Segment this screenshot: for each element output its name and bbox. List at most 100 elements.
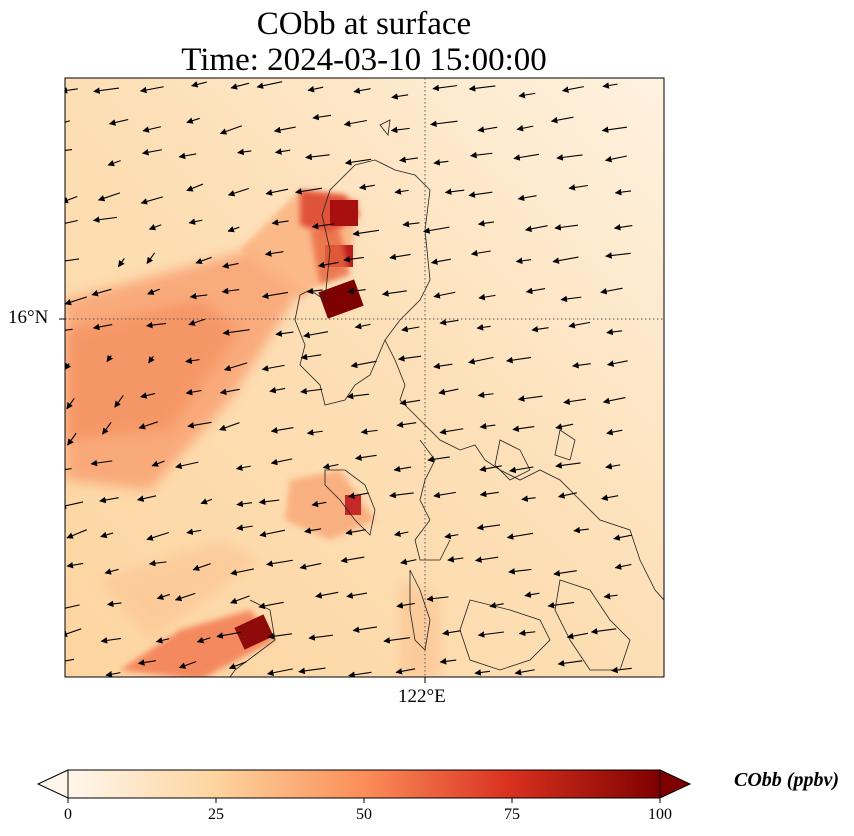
- wind-arrow: [93, 87, 120, 94]
- wind-arrow: [350, 360, 377, 369]
- wind-arrow: [346, 392, 369, 400]
- wind-arrow: [354, 454, 377, 461]
- wind-arrow: [107, 160, 121, 167]
- wind-arrow: [474, 669, 491, 676]
- wind-arrow: [306, 287, 323, 295]
- wind-arrow: [427, 456, 450, 463]
- wind-arrow: [138, 421, 158, 430]
- wind-arrow: [601, 126, 627, 133]
- wind-arrow: [389, 253, 411, 261]
- wind-arrow: [104, 568, 119, 575]
- wind-arrow: [188, 218, 203, 225]
- wind-arrow: [256, 81, 283, 89]
- wind-arrow: [381, 290, 407, 297]
- wind-arrow: [189, 292, 208, 300]
- wind-arrow: [352, 229, 380, 237]
- wind-arrow: [474, 556, 499, 563]
- wind-arrow: [67, 432, 77, 446]
- wind-arrow: [304, 527, 322, 534]
- wind-arrow: [185, 357, 200, 364]
- wind-arrow: [308, 634, 333, 641]
- wind-arrow: [353, 87, 371, 94]
- wind-arrow: [148, 224, 162, 231]
- wind-arrow: [613, 224, 633, 231]
- wind-arrow: [66, 561, 84, 569]
- wind-arrow: [506, 532, 534, 540]
- wind-arrow: [426, 595, 449, 602]
- wind-arrow: [343, 119, 367, 127]
- wind-arrow: [479, 422, 496, 430]
- wind-arrow: [65, 296, 88, 306]
- wind-arrow: [477, 391, 494, 399]
- wind-arrow: [221, 287, 240, 295]
- wind-arrow: [601, 494, 619, 501]
- wind-arrow: [299, 562, 322, 570]
- wind-arrow: [430, 120, 458, 128]
- wind-vectors: [65, 81, 633, 677]
- wind-arrow: [235, 464, 251, 471]
- wind-arrow: [568, 321, 591, 329]
- wind-arrow: [399, 399, 421, 406]
- wind-arrow: [479, 490, 499, 498]
- wind-arrow: [606, 360, 628, 367]
- wind-arrow: [360, 428, 378, 435]
- wind-arrow: [139, 86, 164, 94]
- wind-arrow: [261, 291, 289, 299]
- wind-arrow: [102, 422, 112, 435]
- wind-arrow: [556, 154, 583, 161]
- wind-arrow: [393, 465, 412, 473]
- wind-arrow: [509, 466, 534, 474]
- wind-arrow: [237, 148, 252, 156]
- wind-arrow: [606, 428, 623, 436]
- wind-arrow: [518, 629, 536, 637]
- wind-arrow: [521, 495, 536, 502]
- wind-arrow: [65, 468, 72, 471]
- wind-arrow: [65, 604, 80, 609]
- wind-arrow: [186, 528, 202, 536]
- wind-arrow: [345, 528, 366, 536]
- wind-arrow: [396, 602, 415, 609]
- wind-arrow: [147, 288, 160, 295]
- wind-arrow: [303, 331, 329, 339]
- wind-arrow: [258, 601, 284, 610]
- wind-arrow: [230, 568, 254, 576]
- wind-arrow: [354, 322, 371, 330]
- wind-arrow: [468, 85, 496, 92]
- wind-arrow: [114, 395, 124, 408]
- map-frame: [64, 77, 665, 678]
- colorbar-bar: [68, 770, 660, 798]
- wind-arrow: [322, 463, 339, 470]
- wind-arrow: [106, 354, 114, 363]
- wind-arrow: [513, 153, 540, 161]
- colorbar-tick-label: 0: [64, 806, 72, 823]
- wind-arrow: [65, 87, 78, 94]
- concentration-field: [65, 78, 664, 677]
- wind-arrow: [468, 356, 494, 365]
- wind-arrow: [295, 187, 323, 195]
- wind-arrow: [573, 526, 589, 534]
- wind-arrow: [439, 428, 464, 435]
- wind-arrow: [444, 188, 465, 196]
- colorbar-extend-high: [659, 769, 692, 799]
- wind-arrow: [442, 629, 461, 636]
- wind-arrow: [266, 668, 293, 676]
- wind-arrow: [175, 461, 199, 470]
- wind-arrow: [359, 183, 375, 191]
- wind-arrow: [151, 460, 165, 467]
- wind-arrow: [306, 429, 323, 436]
- wind-arrow: [525, 287, 546, 295]
- wind-arrow: [447, 556, 464, 563]
- wind-arrow: [108, 119, 129, 126]
- wind-arrow: [605, 463, 621, 470]
- wind-arrow: [391, 93, 409, 100]
- wind-arrow: [393, 530, 409, 537]
- wind-arrow: [568, 184, 589, 191]
- colorbar-tick-label: 50: [356, 806, 372, 823]
- wind-arrow: [274, 148, 291, 155]
- wind-arrow: [389, 491, 414, 499]
- wind-arrow: [92, 323, 113, 331]
- wind-arrow: [266, 559, 293, 567]
- wind-arrow: [561, 86, 584, 93]
- wind-arrow: [219, 388, 240, 396]
